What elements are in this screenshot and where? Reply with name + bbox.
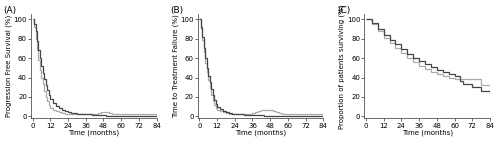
Y-axis label: Proportion of patients surviving (%): Proportion of patients surviving (%) — [339, 4, 345, 129]
Text: (B): (B) — [170, 6, 183, 15]
Text: (A): (A) — [4, 6, 16, 15]
X-axis label: Time (months): Time (months) — [235, 130, 286, 136]
X-axis label: Time (months): Time (months) — [68, 130, 120, 136]
X-axis label: Time (months): Time (months) — [402, 130, 453, 136]
Y-axis label: Time to Treatment Failure (%): Time to Treatment Failure (%) — [172, 14, 178, 118]
Text: (C): (C) — [337, 6, 350, 15]
Y-axis label: Progression Free Survival (%): Progression Free Survival (%) — [6, 15, 12, 117]
